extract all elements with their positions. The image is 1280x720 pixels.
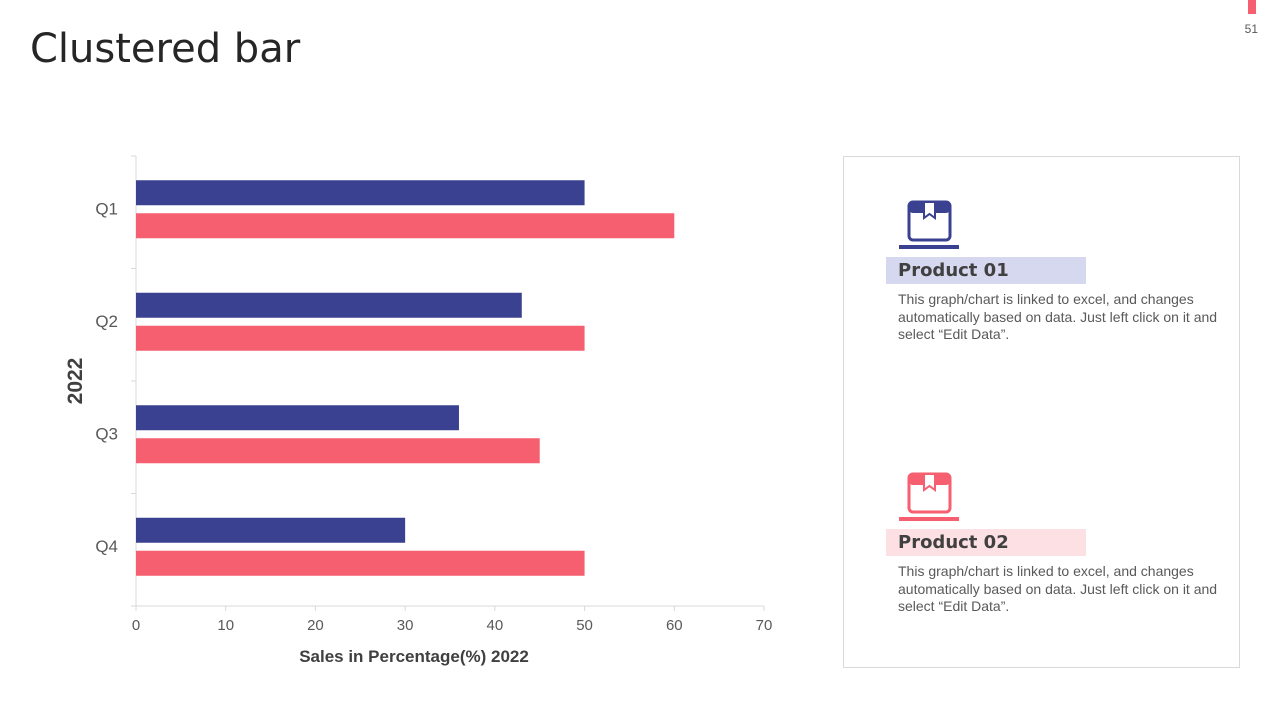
bar-q4-series-1	[136, 517, 406, 543]
page-number: 51	[1244, 22, 1258, 36]
bar-q1-series-1	[136, 180, 585, 206]
page-accent-mark	[1248, 0, 1256, 14]
chart-labels: Q1 Q2 Q3 Q4 0 10 20 30 40 50 60 70 Sales in Percenta…	[64, 200, 772, 666]
x-tick-label: 70	[756, 617, 773, 634]
bar-q3-series-2	[136, 438, 540, 464]
x-tick-label: 20	[307, 617, 324, 634]
x-tick-label: 60	[666, 617, 683, 634]
legend-panel: Product 01 This graph/chart is linked to…	[843, 156, 1240, 668]
product-01-label: Product 01	[886, 257, 1086, 284]
x-tick-label: 50	[576, 617, 593, 634]
bar-q2-series-2	[136, 325, 585, 351]
bar-q2-series-1	[136, 292, 522, 318]
box-icon	[899, 472, 959, 521]
x-tick-label: 30	[397, 617, 414, 634]
x-tick-label: 0	[132, 617, 140, 634]
clustered-bar-chart: Q1 Q2 Q3 Q4 0 10 20 30 40 50 60 70 Sales in Percenta…	[64, 155, 772, 666]
product-01-description: This graph/chart is linked to excel, and…	[898, 291, 1218, 342]
category-label: Q2	[95, 312, 118, 331]
category-label: Q1	[95, 200, 118, 219]
page-title: Clustered bar	[30, 26, 301, 72]
bar-q4-series-2	[136, 550, 585, 576]
category-label: Q3	[95, 425, 118, 444]
x-tick-label: 10	[217, 617, 234, 634]
product-02-label: Product 02	[886, 529, 1086, 556]
x-axis-title: Sales in Percentage(%) 2022	[299, 647, 529, 666]
y-axis-title: 2022	[64, 358, 87, 405]
bar-q1-series-2	[136, 213, 675, 239]
box-icon	[899, 200, 959, 249]
category-label: Q4	[95, 537, 118, 556]
bar-q3-series-1	[136, 405, 459, 431]
product-02-description: This graph/chart is linked to excel, and…	[898, 563, 1218, 614]
x-tick-label: 40	[487, 617, 504, 634]
chart-bars	[136, 180, 675, 576]
